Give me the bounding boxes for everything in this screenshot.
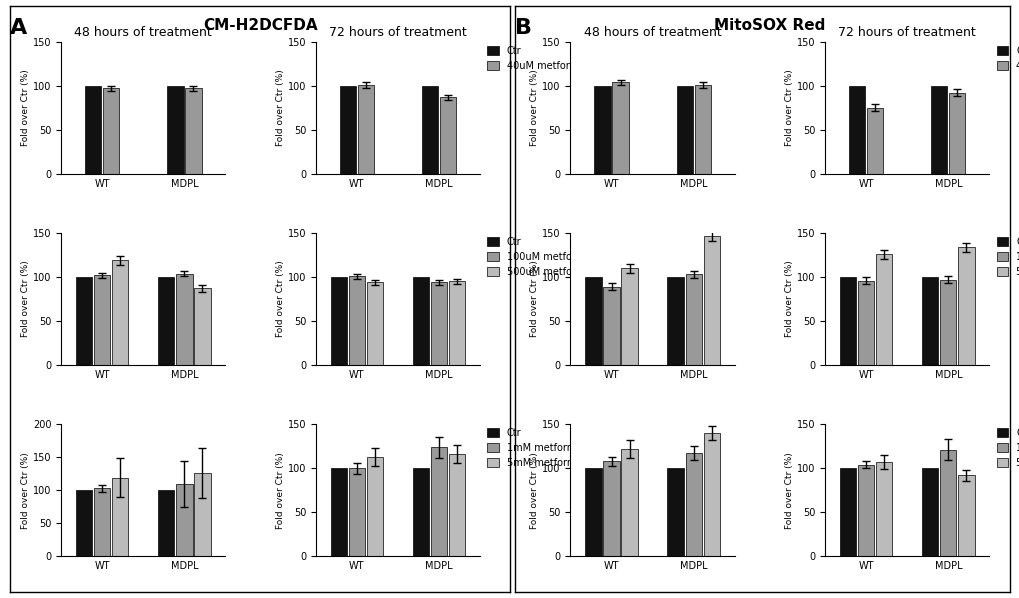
Title: 72 hours of treatment: 72 hours of treatment: [329, 26, 467, 39]
Bar: [330, 468, 346, 556]
Bar: [930, 86, 947, 174]
Bar: [603, 461, 620, 556]
Bar: [112, 260, 128, 365]
Y-axis label: Fold over Ctr (%): Fold over Ctr (%): [275, 69, 284, 146]
Bar: [176, 484, 193, 556]
Bar: [921, 277, 937, 365]
Title: 48 hours of treatment: 48 hours of treatment: [74, 26, 212, 39]
Bar: [413, 277, 429, 365]
Bar: [158, 490, 174, 556]
Legend: Ctr, 100uM metformina, 500uM metformina: Ctr, 100uM metformina, 500uM metformina: [991, 233, 1019, 280]
Bar: [348, 468, 365, 556]
Bar: [158, 277, 174, 365]
Bar: [76, 277, 93, 365]
Bar: [840, 468, 855, 556]
Y-axis label: Fold over Ctr (%): Fold over Ctr (%): [530, 69, 539, 146]
Bar: [330, 277, 346, 365]
Bar: [694, 85, 710, 174]
Bar: [594, 86, 610, 174]
Bar: [666, 468, 683, 556]
Y-axis label: Fold over Ctr (%): Fold over Ctr (%): [275, 261, 284, 337]
Y-axis label: Fold over Ctr (%): Fold over Ctr (%): [530, 261, 539, 337]
Bar: [439, 97, 455, 174]
Y-axis label: Fold over Ctr (%): Fold over Ctr (%): [785, 261, 794, 337]
Title: 72 hours of treatment: 72 hours of treatment: [838, 26, 975, 39]
Bar: [940, 280, 956, 365]
Legend: Ctr, 40uM metformina: Ctr, 40uM metformina: [991, 42, 1019, 75]
Legend: Ctr, 40uM metformina: Ctr, 40uM metformina: [483, 42, 597, 75]
Bar: [685, 453, 701, 556]
Bar: [185, 89, 202, 174]
Bar: [857, 465, 873, 556]
Text: B: B: [515, 18, 532, 38]
Y-axis label: Fold over Ctr (%): Fold over Ctr (%): [21, 452, 31, 529]
Bar: [448, 454, 465, 556]
Bar: [666, 277, 683, 365]
Bar: [603, 286, 620, 365]
Bar: [358, 85, 374, 174]
Bar: [195, 473, 210, 556]
Bar: [949, 93, 965, 174]
Bar: [848, 86, 864, 174]
Bar: [585, 277, 601, 365]
Y-axis label: Fold over Ctr (%): Fold over Ctr (%): [785, 69, 794, 146]
Bar: [94, 488, 110, 556]
Bar: [703, 433, 719, 556]
Bar: [348, 276, 365, 365]
Bar: [413, 468, 429, 556]
Bar: [367, 282, 383, 365]
Bar: [621, 269, 637, 365]
Bar: [85, 86, 101, 174]
Bar: [857, 280, 873, 365]
Bar: [621, 449, 637, 556]
Bar: [866, 108, 882, 174]
Bar: [957, 475, 973, 556]
Bar: [367, 457, 383, 556]
Y-axis label: Fold over Ctr (%): Fold over Ctr (%): [21, 69, 31, 146]
Bar: [840, 277, 855, 365]
Bar: [103, 89, 119, 174]
Bar: [611, 83, 628, 174]
Bar: [921, 468, 937, 556]
Legend: Ctr, 100uM metformina, 500uM metformina: Ctr, 100uM metformina, 500uM metformina: [483, 233, 603, 280]
Title: 48 hours of treatment: 48 hours of treatment: [583, 26, 720, 39]
Bar: [875, 462, 892, 556]
Bar: [676, 86, 692, 174]
Bar: [339, 86, 356, 174]
Bar: [422, 86, 438, 174]
Legend: Ctr, 1mM metformina, 5mM metformina: Ctr, 1mM metformina, 5mM metformina: [483, 424, 594, 472]
Bar: [685, 274, 701, 365]
Bar: [94, 275, 110, 365]
Y-axis label: Fold over Ctr (%): Fold over Ctr (%): [21, 261, 31, 337]
Bar: [112, 478, 128, 556]
Text: MitoSOX Red: MitoSOX Red: [713, 18, 825, 33]
Bar: [430, 447, 446, 556]
Text: CM-H2DCFDA: CM-H2DCFDA: [203, 18, 317, 33]
Bar: [176, 273, 193, 365]
Bar: [875, 254, 892, 365]
Text: A: A: [10, 18, 28, 38]
Bar: [430, 282, 446, 365]
Legend: Ctr, 1mM metformina, 5mM metformina: Ctr, 1mM metformina, 5mM metformina: [991, 424, 1019, 472]
Bar: [167, 86, 183, 174]
Bar: [448, 282, 465, 365]
Bar: [195, 288, 210, 365]
Y-axis label: Fold over Ctr (%): Fold over Ctr (%): [275, 452, 284, 529]
Y-axis label: Fold over Ctr (%): Fold over Ctr (%): [785, 452, 794, 529]
Bar: [940, 450, 956, 556]
Bar: [703, 236, 719, 365]
Bar: [585, 468, 601, 556]
Bar: [76, 490, 93, 556]
Bar: [957, 247, 973, 365]
Y-axis label: Fold over Ctr (%): Fold over Ctr (%): [530, 452, 539, 529]
